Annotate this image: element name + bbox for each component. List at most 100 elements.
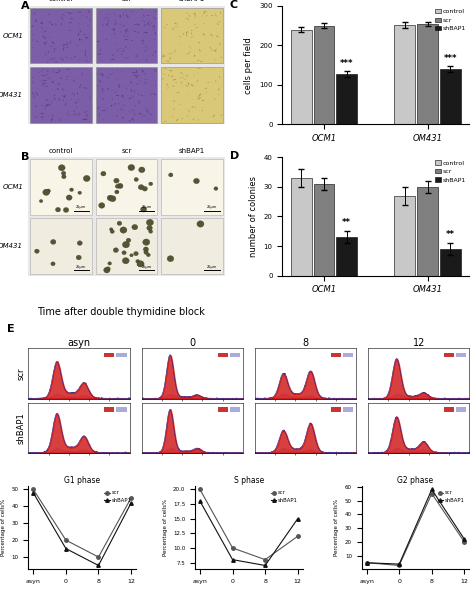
- scr: [396, 562, 402, 569]
- Ellipse shape: [197, 98, 199, 99]
- Circle shape: [35, 249, 39, 253]
- Ellipse shape: [132, 119, 134, 121]
- Ellipse shape: [116, 116, 118, 117]
- Ellipse shape: [179, 35, 181, 38]
- Ellipse shape: [72, 18, 73, 20]
- Ellipse shape: [200, 61, 203, 62]
- Ellipse shape: [87, 25, 89, 26]
- Ellipse shape: [86, 117, 87, 120]
- Ellipse shape: [52, 70, 54, 72]
- Ellipse shape: [77, 23, 80, 24]
- Ellipse shape: [129, 110, 131, 113]
- Ellipse shape: [52, 42, 53, 43]
- Circle shape: [134, 177, 138, 181]
- Bar: [96, 8, 157, 63]
- Ellipse shape: [55, 72, 59, 73]
- Ellipse shape: [51, 24, 53, 25]
- scr: [462, 538, 467, 546]
- Bar: [331, 353, 341, 358]
- Ellipse shape: [63, 100, 64, 101]
- Ellipse shape: [220, 57, 222, 58]
- Line: scr: scr: [32, 487, 133, 559]
- Ellipse shape: [102, 98, 104, 100]
- Bar: [394, 196, 415, 276]
- Ellipse shape: [128, 57, 129, 58]
- Circle shape: [146, 253, 150, 257]
- Ellipse shape: [82, 119, 86, 120]
- Bar: [161, 218, 223, 274]
- Ellipse shape: [34, 12, 36, 14]
- Ellipse shape: [183, 77, 184, 79]
- Bar: [96, 218, 157, 274]
- shBAP1: [230, 556, 236, 563]
- Text: **: **: [446, 229, 455, 238]
- Ellipse shape: [186, 31, 187, 33]
- Text: 25μm: 25μm: [141, 205, 152, 209]
- Ellipse shape: [134, 55, 137, 56]
- Ellipse shape: [183, 33, 184, 34]
- Text: C: C: [230, 0, 238, 10]
- Y-axis label: Percentage of cells%: Percentage of cells%: [335, 499, 339, 556]
- Y-axis label: scr: scr: [17, 367, 26, 380]
- Ellipse shape: [155, 69, 156, 72]
- Ellipse shape: [46, 42, 47, 43]
- Ellipse shape: [150, 113, 152, 115]
- Circle shape: [149, 229, 153, 233]
- Ellipse shape: [85, 53, 86, 56]
- Ellipse shape: [206, 15, 208, 17]
- Circle shape: [51, 262, 55, 266]
- Circle shape: [193, 178, 200, 184]
- Circle shape: [117, 221, 122, 225]
- Ellipse shape: [126, 14, 128, 17]
- Ellipse shape: [66, 42, 68, 45]
- Ellipse shape: [121, 54, 122, 55]
- Ellipse shape: [119, 15, 120, 18]
- Ellipse shape: [162, 56, 164, 58]
- Bar: [161, 67, 223, 123]
- Ellipse shape: [141, 95, 143, 96]
- Ellipse shape: [111, 105, 112, 107]
- Bar: [394, 25, 415, 125]
- Ellipse shape: [146, 15, 149, 16]
- Ellipse shape: [42, 21, 43, 24]
- Ellipse shape: [194, 12, 196, 15]
- Circle shape: [115, 184, 119, 188]
- Circle shape: [83, 176, 90, 181]
- Ellipse shape: [126, 31, 129, 32]
- Circle shape: [122, 257, 129, 264]
- Ellipse shape: [85, 37, 88, 39]
- Ellipse shape: [42, 75, 46, 76]
- Ellipse shape: [102, 119, 104, 120]
- Title: G1 phase: G1 phase: [64, 476, 100, 485]
- Bar: [96, 159, 157, 215]
- Ellipse shape: [123, 110, 126, 111]
- Ellipse shape: [155, 10, 156, 12]
- Ellipse shape: [75, 106, 78, 109]
- Ellipse shape: [145, 45, 146, 47]
- Ellipse shape: [122, 117, 124, 119]
- shBAP1: [96, 562, 101, 569]
- scr: [128, 495, 134, 502]
- Ellipse shape: [62, 59, 64, 60]
- Ellipse shape: [109, 74, 112, 75]
- Circle shape: [107, 195, 113, 200]
- Ellipse shape: [192, 119, 195, 120]
- Circle shape: [113, 248, 118, 253]
- Text: scr: scr: [121, 148, 132, 154]
- Ellipse shape: [198, 95, 200, 97]
- Ellipse shape: [31, 25, 33, 27]
- Ellipse shape: [215, 49, 217, 50]
- Ellipse shape: [62, 88, 64, 91]
- Circle shape: [143, 247, 148, 251]
- Ellipse shape: [155, 50, 156, 53]
- Ellipse shape: [121, 95, 123, 97]
- Ellipse shape: [120, 31, 121, 33]
- Ellipse shape: [136, 83, 138, 85]
- Text: B: B: [20, 152, 29, 162]
- Ellipse shape: [45, 100, 49, 101]
- Ellipse shape: [113, 28, 115, 30]
- Text: A: A: [20, 1, 29, 11]
- Ellipse shape: [74, 102, 77, 104]
- Ellipse shape: [115, 20, 116, 23]
- scr: [429, 490, 435, 497]
